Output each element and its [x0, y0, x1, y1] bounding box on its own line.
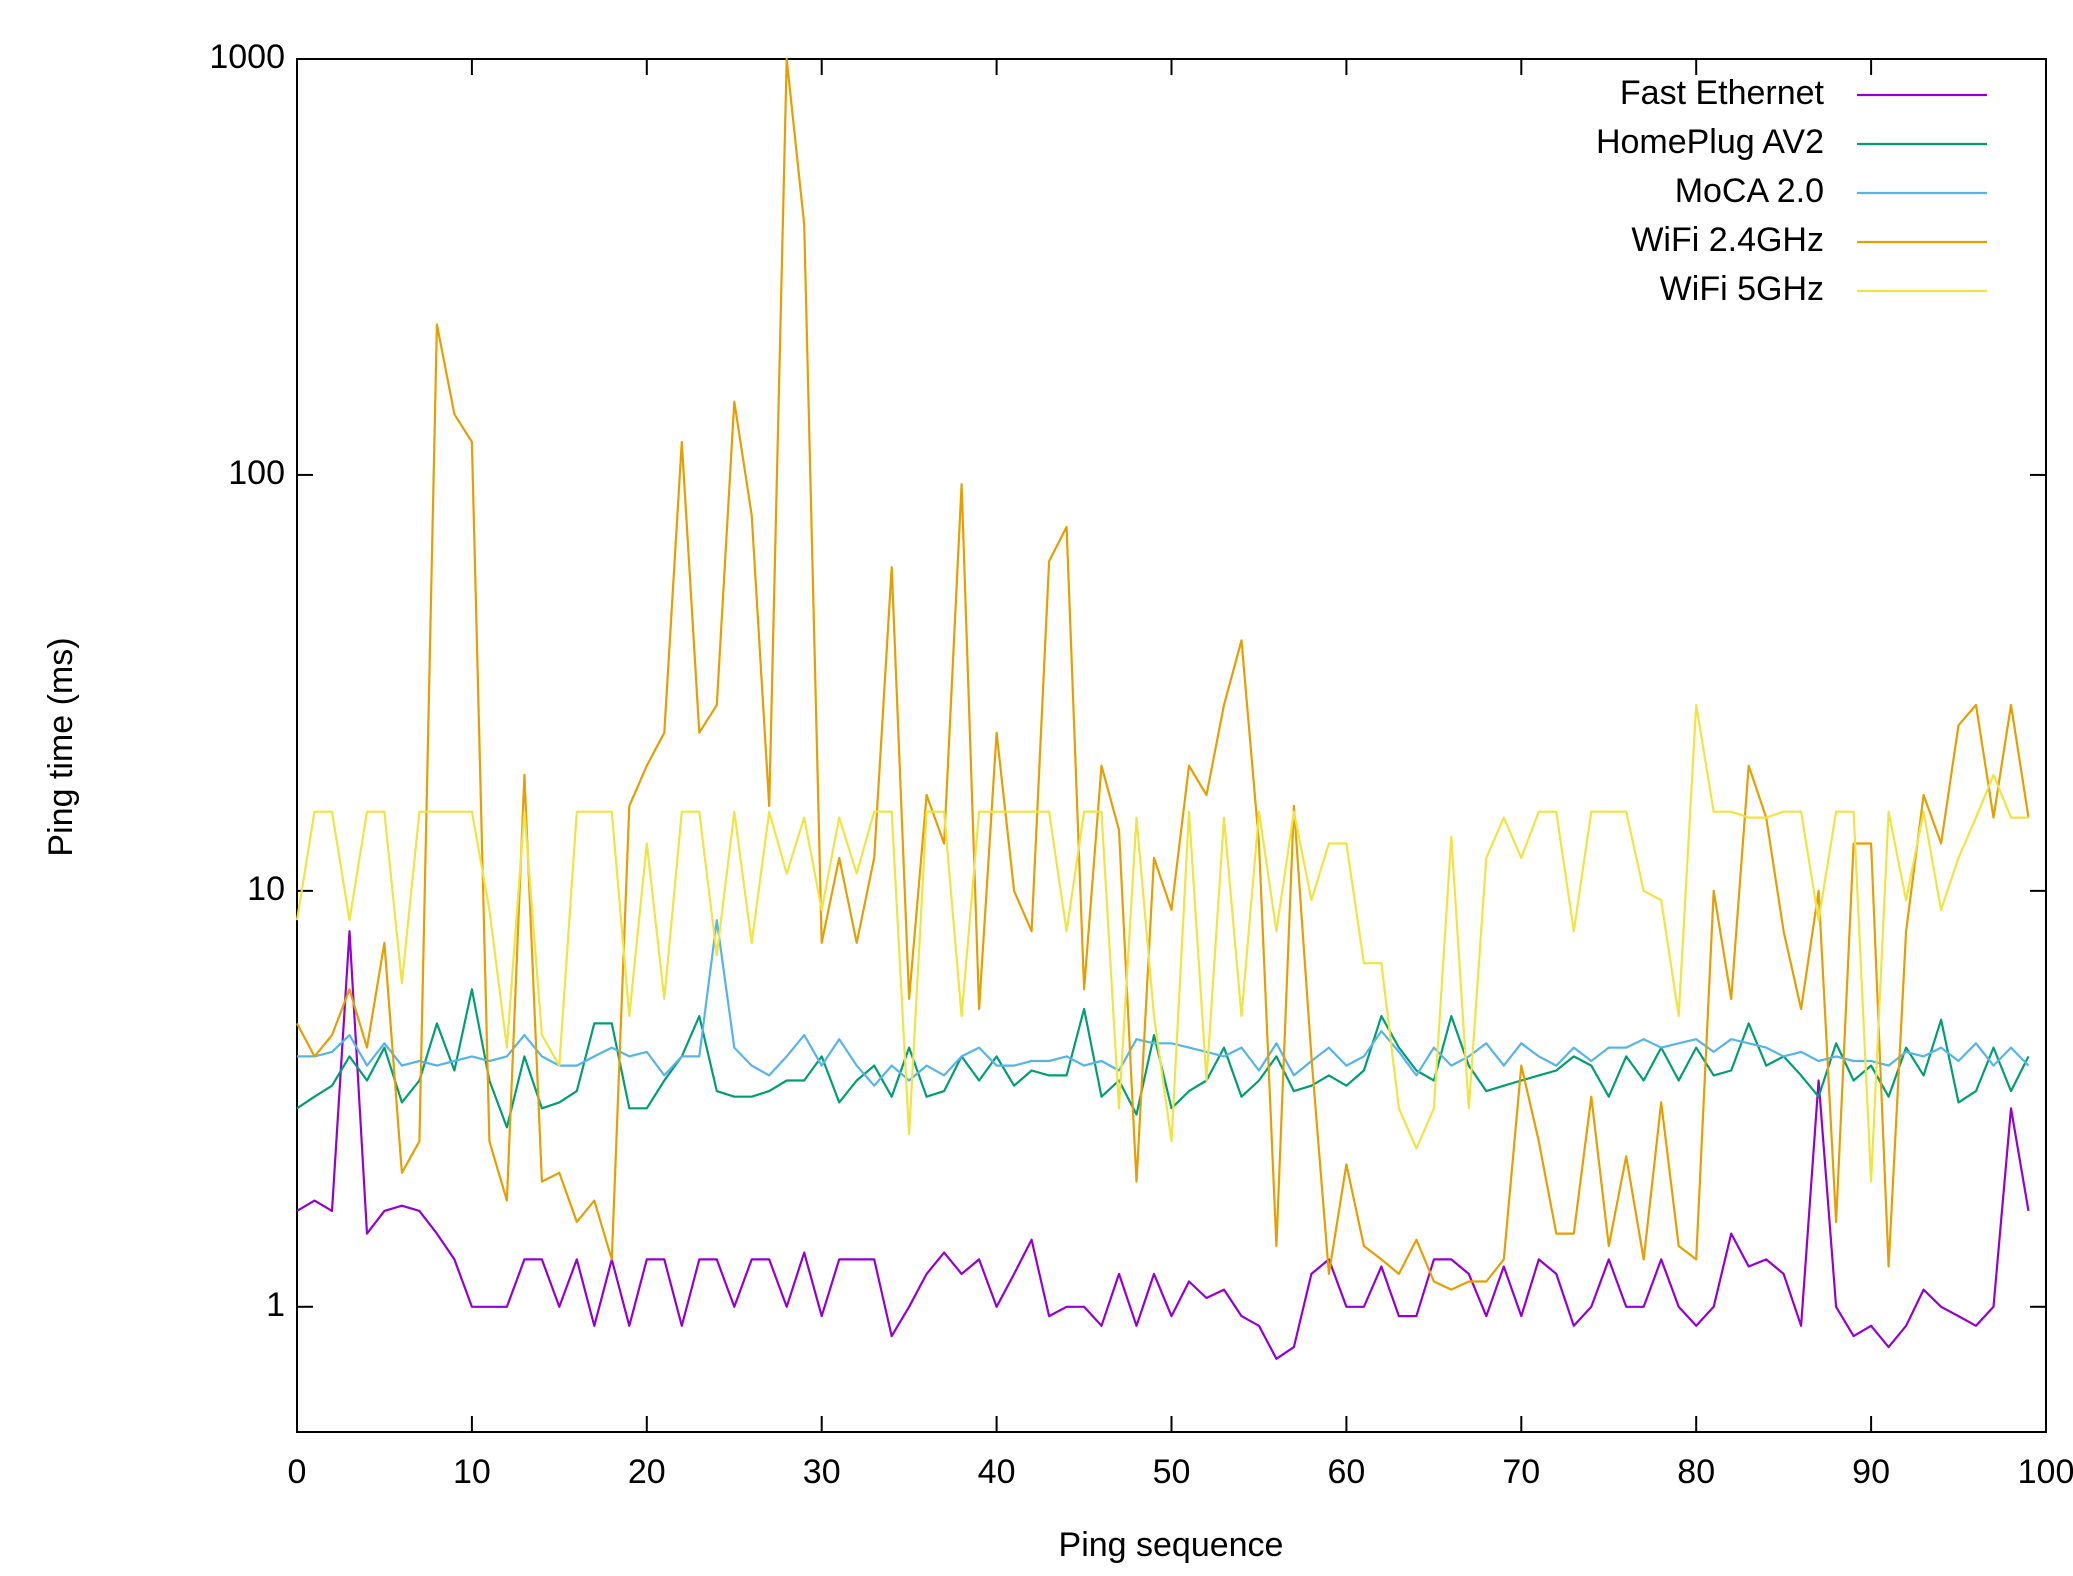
x-tick-label: 30	[803, 1453, 841, 1491]
x-tick-label: 70	[1502, 1453, 1540, 1491]
x-tick-label: 80	[1677, 1453, 1715, 1491]
x-tick-label: 50	[1153, 1453, 1191, 1491]
legend-label: Fast Ethernet	[1620, 74, 1825, 112]
series-line	[297, 919, 2030, 1087]
legend-label: HomePlug AV2	[1596, 123, 1824, 161]
series-line	[296, 930, 2030, 1360]
x-tick-label: 40	[978, 1453, 1016, 1491]
x-tick-label: 60	[1327, 1453, 1365, 1491]
y-tick-label: 100	[228, 454, 285, 492]
x-tick-label: 90	[1852, 1453, 1890, 1491]
x-tick-label: 20	[628, 1453, 666, 1491]
x-tick-label: 100	[2018, 1453, 2073, 1491]
legend-label: WiFi 2.4GHz	[1631, 221, 1824, 259]
x-tick-label: 10	[453, 1453, 491, 1491]
legend-label: MoCA 2.0	[1675, 172, 1824, 210]
series-line	[295, 703, 2029, 1183]
y-tick-label: 1000	[209, 38, 285, 76]
y-tick-label: 10	[247, 870, 285, 908]
y-axis-label: Ping time (ms)	[42, 637, 80, 856]
x-axis-label: Ping sequence	[1059, 1526, 1284, 1564]
y-tick-label: 1	[266, 1286, 285, 1324]
series-line	[296, 57, 2030, 1291]
legend-label: WiFi 5GHz	[1660, 270, 1824, 308]
x-tick-label: 0	[288, 1453, 307, 1491]
